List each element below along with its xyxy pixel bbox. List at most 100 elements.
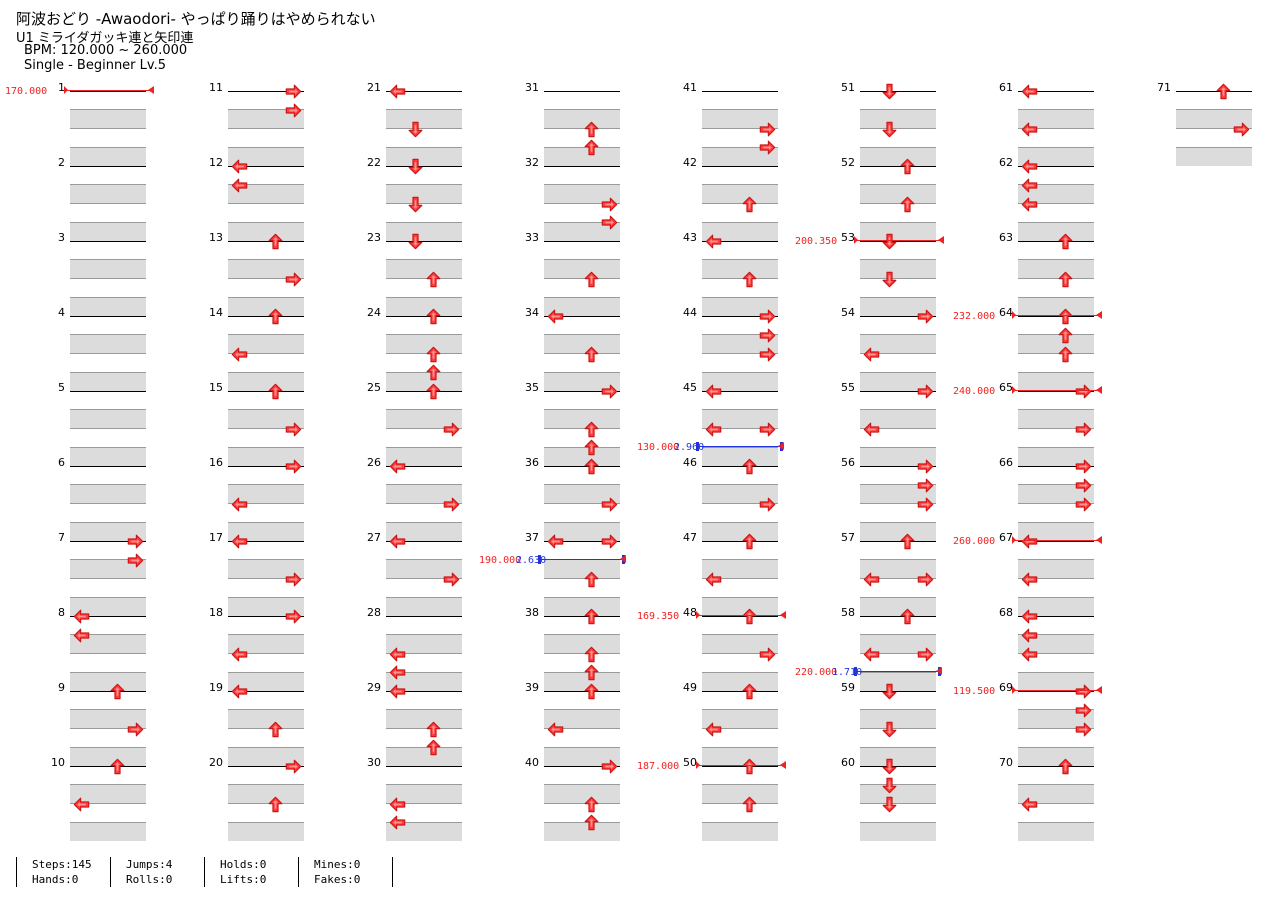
beat-line	[544, 747, 620, 748]
beat-line	[1018, 447, 1094, 448]
measure-number: 68	[999, 606, 1013, 619]
arrow-right-icon	[285, 608, 302, 625]
measure-number: 69	[999, 681, 1013, 694]
beat-line	[386, 597, 462, 598]
beat-line	[1018, 203, 1094, 204]
beat-line	[1176, 147, 1252, 148]
arrow-left-icon	[547, 533, 564, 550]
measure-line	[228, 391, 304, 392]
measure-line	[702, 391, 778, 392]
arrow-up-icon	[583, 796, 600, 813]
arrow-up-icon	[899, 158, 916, 175]
measure-number: 28	[367, 606, 381, 619]
beat-line	[1018, 278, 1094, 279]
measure-band	[544, 747, 620, 766]
measure-line	[1018, 241, 1094, 242]
measure: 40	[525, 757, 620, 841]
measure: 47	[683, 532, 778, 616]
measure-number: 12	[209, 156, 223, 169]
measure: 36	[525, 457, 620, 541]
beat-line	[70, 222, 146, 223]
measure: 15	[209, 382, 304, 466]
arrow-up-icon	[425, 383, 442, 400]
measure-band	[228, 109, 304, 128]
beat-line	[1018, 803, 1094, 804]
beat-line	[860, 147, 936, 148]
measure-number: 64	[999, 306, 1013, 319]
beat-line	[860, 803, 936, 804]
arrow-left-icon	[231, 346, 248, 363]
measure: 21	[367, 82, 462, 166]
measure-number: 33	[525, 231, 539, 244]
arrow-up-icon	[425, 721, 442, 738]
beat-line	[228, 747, 304, 748]
measure: 25	[367, 382, 462, 466]
beat-line	[860, 578, 936, 579]
measure-band	[1018, 634, 1094, 653]
measure-band	[386, 259, 462, 278]
beat-line	[386, 784, 462, 785]
measure-band	[70, 559, 146, 578]
measure-number: 14	[209, 306, 223, 319]
bpm-change-marker	[696, 759, 786, 773]
arrow-left-icon	[863, 421, 880, 438]
measure: 32	[525, 157, 620, 241]
beat-line	[386, 728, 462, 729]
measure: 30	[367, 757, 462, 841]
beat-line	[228, 109, 304, 110]
measure-band	[70, 147, 146, 166]
measure-band	[702, 109, 778, 128]
measure-line	[1018, 391, 1094, 392]
arrow-right-icon	[759, 308, 776, 325]
measure: 20	[209, 757, 304, 841]
measure-band	[228, 184, 304, 203]
beat-line	[860, 278, 936, 279]
measure-line	[544, 391, 620, 392]
measure-band	[70, 822, 146, 841]
beat-line	[702, 747, 778, 748]
measure: 56	[841, 457, 936, 541]
song-title: 阿波おどり -Awaodori- やっぱり踊りはやめられない	[16, 10, 376, 28]
beat-line	[386, 372, 462, 373]
beat-line	[1018, 297, 1094, 298]
beat-line	[70, 278, 146, 279]
measure-band	[70, 222, 146, 241]
beat-line	[1018, 672, 1094, 673]
beat-line	[228, 353, 304, 354]
measure: 37	[525, 532, 620, 616]
arrow-right-icon	[601, 214, 618, 231]
measure-number: 47	[683, 531, 697, 544]
measure-band	[228, 222, 304, 241]
measure-line	[70, 391, 146, 392]
arrow-right-icon	[285, 102, 302, 119]
measure: 16	[209, 457, 304, 541]
measure: 33	[525, 232, 620, 316]
beat-line	[544, 147, 620, 148]
arrow-up-icon	[583, 271, 600, 288]
arrow-left-icon	[1021, 627, 1038, 644]
measure-band	[544, 259, 620, 278]
arrow-left-icon	[1021, 158, 1038, 175]
arrow-right-icon	[917, 383, 934, 400]
measure: 69	[999, 682, 1094, 766]
measure-band	[228, 297, 304, 316]
beat-line	[544, 447, 620, 448]
measure-band	[702, 784, 778, 803]
measure-line	[1018, 316, 1094, 317]
beat-line	[1018, 128, 1094, 129]
measure-number: 34	[525, 306, 539, 319]
measure-band	[228, 672, 304, 691]
measure-number: 7	[58, 531, 65, 544]
beat-line	[1018, 559, 1094, 560]
beat-line	[544, 184, 620, 185]
measure-band	[70, 109, 146, 128]
measure-number: 55	[841, 381, 855, 394]
measure-band	[386, 334, 462, 353]
beat-line	[386, 578, 462, 579]
measure-band	[228, 784, 304, 803]
arrow-down-icon	[881, 83, 898, 100]
beat-line	[544, 428, 620, 429]
arrow-up-icon	[741, 458, 758, 475]
measure-line	[860, 91, 936, 92]
beat-line	[860, 484, 936, 485]
